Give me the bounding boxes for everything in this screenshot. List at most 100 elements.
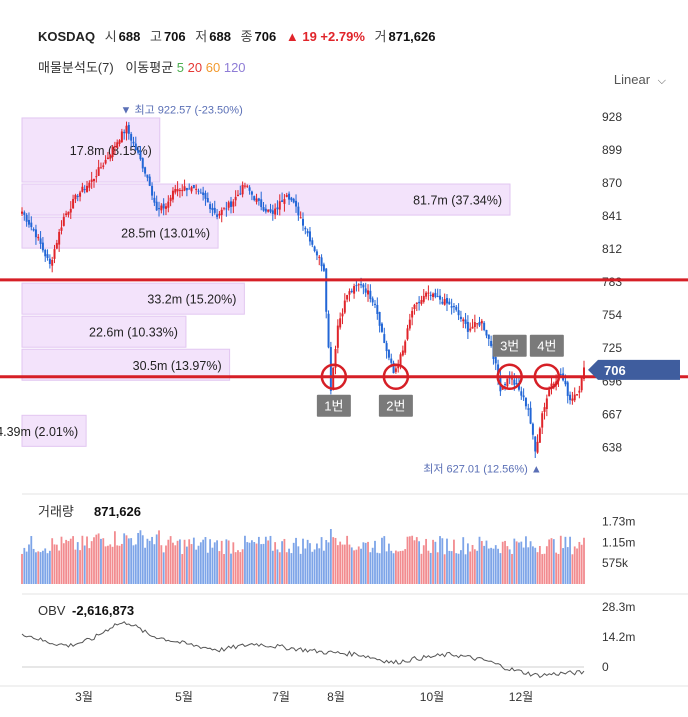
volume-tick-label: 575k — [602, 556, 629, 570]
volume-bar — [532, 546, 534, 584]
volume-bar — [76, 542, 79, 584]
candle-body — [106, 157, 109, 160]
candle-body — [329, 347, 332, 391]
candle-body — [443, 299, 446, 305]
candle-body — [380, 323, 383, 332]
candle-body — [118, 140, 121, 144]
volume-bar — [79, 550, 81, 584]
candle-body — [318, 256, 321, 258]
candle-body — [543, 407, 546, 412]
volume-bar — [350, 547, 353, 584]
annotation-tag — [316, 394, 351, 417]
candle-body — [232, 201, 235, 207]
x-tick-label: 7월 — [272, 690, 290, 704]
candle-body — [473, 322, 476, 327]
volume-bar — [566, 547, 569, 584]
volume-bar — [241, 549, 244, 584]
candle-body — [109, 155, 112, 159]
candle-body — [125, 125, 128, 134]
candle-body — [466, 321, 469, 332]
ma5-label: 5 — [176, 60, 185, 75]
x-tick-label: 12월 — [509, 690, 533, 704]
candle-body — [541, 413, 544, 428]
candle-body — [60, 227, 63, 231]
volume-profile-bar — [21, 216, 219, 249]
volume-bar — [276, 549, 279, 584]
volume-bar — [327, 542, 330, 584]
ma20-label: 20 — [187, 60, 203, 75]
candle-body — [385, 343, 388, 352]
volume-bar — [520, 541, 523, 584]
candle-body — [290, 197, 293, 201]
annotation-label: 4번 — [537, 339, 556, 354]
volume-profile-label: 17.8m (8.15%) — [70, 144, 152, 158]
volume-bar — [81, 535, 84, 584]
volume-bar — [299, 553, 302, 584]
volume-bar — [141, 535, 144, 584]
volume-bar — [427, 550, 430, 584]
volume-bar — [318, 548, 321, 584]
candle-body — [155, 201, 158, 211]
scale-selector[interactable]: Linear ⌵ — [614, 72, 666, 88]
volume-bar — [42, 550, 44, 584]
volume-bar — [485, 540, 488, 584]
volume-bar — [28, 544, 30, 584]
candle-body — [327, 313, 330, 348]
ma-label[interactable]: 이동평균 — [125, 60, 174, 75]
candle-body — [325, 268, 328, 312]
volume-bar — [183, 539, 186, 584]
volume-bar — [323, 550, 325, 584]
candle-body — [95, 176, 98, 178]
volume-bar — [371, 547, 374, 584]
change-value: ▲ 19 +2.79% — [285, 29, 365, 44]
candle-body — [573, 394, 576, 401]
annotation-tag — [378, 394, 413, 417]
volume-bar — [107, 545, 109, 584]
volume-bar — [404, 549, 407, 584]
candle-body — [302, 218, 304, 226]
candle-body — [436, 296, 439, 298]
volume-bar — [69, 538, 72, 584]
volume-bar — [548, 539, 551, 584]
volume-bar — [185, 546, 188, 584]
volume-bar — [118, 545, 121, 584]
volume-bar — [429, 552, 432, 584]
obv-pane: OBV -2,616,873 28.3m 14.2m 0 — [21, 593, 688, 679]
obv-tick-label: 28.3m — [602, 600, 635, 614]
candle-body — [37, 236, 40, 239]
volume-bar — [100, 538, 102, 584]
volume-bar — [269, 535, 272, 584]
volume-profile-label[interactable]: 매물분석도(7) — [38, 60, 114, 75]
candle-body — [269, 209, 272, 212]
volume-bar — [339, 541, 342, 584]
volume-bar — [515, 541, 518, 584]
candle-body — [113, 146, 116, 148]
candle-body — [137, 149, 140, 153]
obv-title: OBV — [38, 603, 66, 618]
candle-body — [134, 143, 137, 150]
volume-bar — [408, 536, 411, 584]
volume-bar — [508, 549, 511, 584]
candle-body — [230, 201, 233, 207]
candle-body — [336, 325, 339, 348]
volume-bar — [223, 554, 225, 584]
candle-body — [162, 203, 165, 209]
volume-bar — [192, 537, 195, 584]
candle-body — [469, 328, 472, 331]
candle-body — [422, 295, 425, 302]
current-price-tag — [588, 359, 680, 380]
candle-body — [548, 390, 551, 397]
volume-bar — [248, 542, 251, 584]
volume-bar — [158, 530, 160, 584]
candle-body — [48, 258, 51, 264]
candle-body — [569, 394, 572, 401]
x-tick-label: 10월 — [420, 690, 444, 704]
candle-body — [341, 313, 344, 317]
candle-body — [236, 194, 239, 197]
price-tick-label: 667 — [602, 407, 622, 421]
candle-body — [559, 374, 562, 376]
volume-bar — [499, 553, 502, 584]
volume-bar — [490, 547, 493, 584]
volume-bar — [422, 545, 425, 584]
